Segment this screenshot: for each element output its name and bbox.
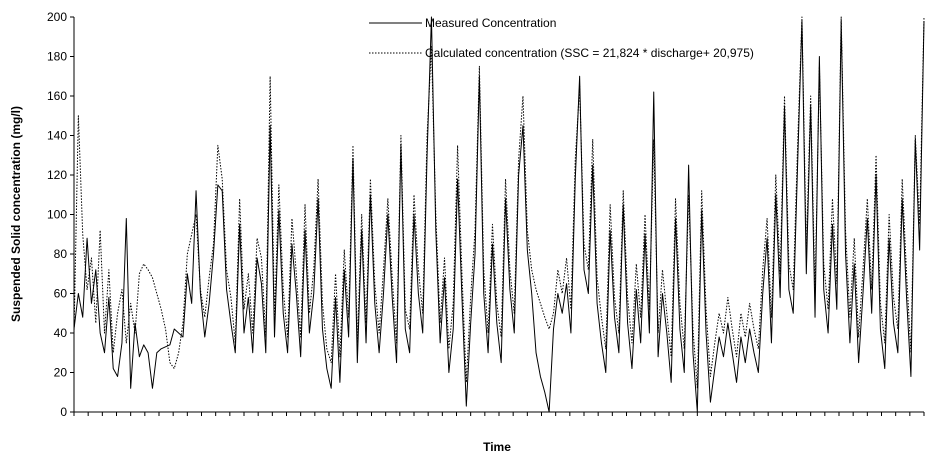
y-tick-label: 60 — [54, 287, 68, 301]
series-line-measured — [73, 16, 925, 413]
y-tick-label: 80 — [54, 247, 68, 261]
series-layer — [73, 16, 925, 413]
y-tick-label: 180 — [47, 50, 67, 64]
y-tick-label: 160 — [47, 89, 67, 103]
x-axis — [73, 411, 925, 416]
y-tick-label: 40 — [54, 326, 68, 340]
x-axis-title: Time — [483, 440, 511, 454]
legend-label-calculated: Calculated concentration (SSC = 21,824 *… — [425, 46, 754, 60]
y-axis-title: Suspended Solid concentration (mg/l) — [9, 106, 23, 322]
y-axis: 0 20 40 60 80 100 120 140 160 180 200 — [47, 10, 75, 419]
y-tick-label: 0 — [60, 405, 67, 419]
legend: Measured Concentration Calculated concen… — [369, 16, 754, 60]
y-tick-label: 200 — [47, 10, 67, 24]
y-tick-label: 120 — [47, 168, 67, 182]
legend-label-measured: Measured Concentration — [425, 16, 556, 30]
y-tick-label: 140 — [47, 129, 67, 143]
y-tick-label: 20 — [54, 366, 68, 380]
y-tick-label: 100 — [47, 208, 67, 222]
